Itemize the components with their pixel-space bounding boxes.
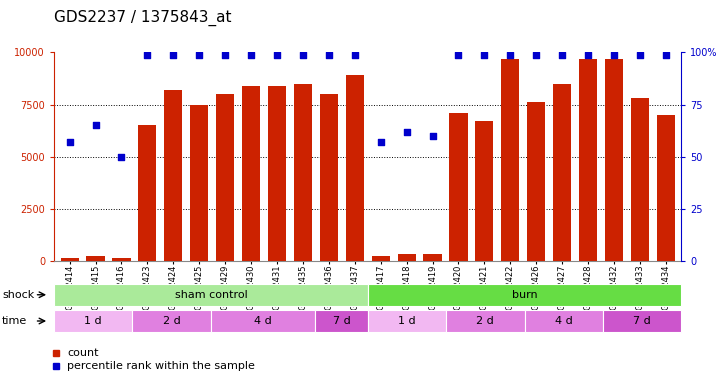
Text: GDS2237 / 1375843_at: GDS2237 / 1375843_at [54, 9, 231, 26]
Bar [579, 59, 597, 261]
Text: 4 d: 4 d [255, 316, 272, 326]
Point [531, 52, 542, 58]
Point [141, 52, 153, 58]
Point [245, 52, 257, 58]
Text: 1 d: 1 d [84, 316, 102, 326]
Point [401, 129, 412, 135]
Bar [138, 125, 156, 261]
Bar [87, 256, 105, 261]
Text: 2 d: 2 d [163, 316, 180, 326]
Bar [268, 86, 286, 261]
Point [219, 52, 231, 58]
Bar [475, 121, 493, 261]
Point [427, 133, 438, 139]
Point [634, 52, 645, 58]
Bar [527, 102, 545, 261]
Point [609, 52, 620, 58]
Bar [164, 90, 182, 261]
Point [64, 139, 76, 145]
Bar [553, 84, 571, 261]
Point [660, 52, 671, 58]
Text: time: time [2, 316, 27, 326]
Bar [501, 59, 519, 261]
Bar [605, 59, 623, 261]
Text: 4 d: 4 d [555, 316, 572, 326]
Point [115, 154, 127, 160]
Point [90, 122, 102, 128]
Point [297, 52, 309, 58]
Bar [216, 94, 234, 261]
Bar [61, 258, 79, 261]
Point [271, 52, 283, 58]
Point [557, 52, 568, 58]
Text: 2 d: 2 d [477, 316, 494, 326]
Bar [631, 98, 649, 261]
Bar [371, 256, 390, 261]
Bar [319, 94, 338, 261]
Point [453, 52, 464, 58]
Bar [657, 115, 675, 261]
Point [505, 52, 516, 58]
Point [349, 52, 360, 58]
Point [583, 52, 594, 58]
Bar [397, 254, 416, 261]
Point [375, 139, 386, 145]
Point [193, 52, 205, 58]
Bar [423, 254, 441, 261]
Text: shock: shock [2, 290, 35, 300]
Point [323, 52, 335, 58]
Text: 1 d: 1 d [398, 316, 416, 326]
Bar [242, 86, 260, 261]
Text: percentile rank within the sample: percentile rank within the sample [67, 361, 255, 370]
Bar [345, 75, 364, 261]
Bar [190, 105, 208, 261]
Text: count: count [67, 348, 99, 357]
Text: 7 d: 7 d [633, 316, 651, 326]
Point [167, 52, 179, 58]
Bar [294, 84, 312, 261]
Text: burn: burn [512, 290, 537, 300]
Bar [112, 258, 131, 261]
Text: 7 d: 7 d [332, 316, 350, 326]
Point [479, 52, 490, 58]
Text: sham control: sham control [174, 290, 247, 300]
Bar [449, 113, 467, 261]
